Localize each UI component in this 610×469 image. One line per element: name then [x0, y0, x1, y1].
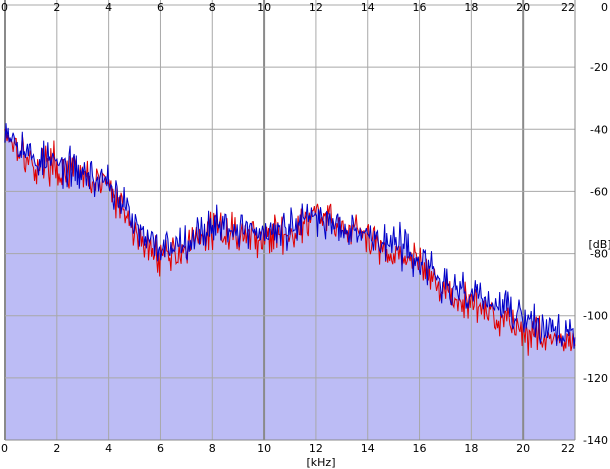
series-line-blue: [4, 123, 576, 349]
x-tick-label-bottom: 18: [464, 442, 478, 455]
y-tick-label: -100: [583, 310, 608, 323]
x-tick-label-top: 4: [105, 1, 112, 14]
series-lines: [4, 123, 576, 356]
x-tick-label-bottom: 6: [157, 442, 164, 455]
x-tick-label-top: 0: [1, 1, 8, 14]
y-axis-label: [dB]: [588, 238, 610, 251]
x-tick-label-top: 12: [309, 1, 323, 14]
y-tick-label: -20: [590, 61, 608, 74]
spectrum-fill: [5, 123, 575, 440]
x-tick-label-bottom: 16: [413, 442, 427, 455]
y-tick-label: -40: [590, 123, 608, 136]
x-tick-label-bottom: 20: [516, 442, 530, 455]
y-tick-label: -60: [590, 185, 608, 198]
x-tick-label-bottom: 2: [53, 442, 60, 455]
y-tick-label: -120: [583, 372, 608, 385]
x-tick-label-bottom: 10: [257, 442, 271, 455]
x-tick-label-top: 10: [257, 1, 271, 14]
x-tick-label-bottom: 4: [105, 442, 112, 455]
y-tick-label: -140: [583, 434, 608, 447]
spectrum-area: [5, 123, 575, 440]
x-tick-label-bottom: 22: [561, 442, 575, 455]
series-line-red: [4, 128, 576, 356]
x-tick-label-bottom: 12: [309, 442, 323, 455]
x-tick-label-bottom: 0: [1, 442, 8, 455]
y-tick-label: 0: [601, 1, 608, 14]
x-tick-label-top: 20: [516, 1, 530, 14]
x-tick-label-top: 2: [53, 1, 60, 14]
x-tick-label-top: 8: [209, 1, 216, 14]
y-tick-labels: 0 -20 -40 -60 -80 -100 -120 -140: [583, 1, 608, 447]
x-tick-label-top: 18: [464, 1, 478, 14]
x-tick-label-top: 16: [413, 1, 427, 14]
gridlines: [4, 0, 576, 441]
x-tick-label-bottom: 8: [209, 442, 216, 455]
x-tick-label-bottom: 14: [361, 442, 375, 455]
x-tick-label-top: 6: [157, 1, 164, 14]
x-axis-label: [kHz]: [307, 456, 336, 469]
y-tick-label: -80: [590, 248, 608, 261]
x-tick-label-top: 14: [361, 1, 375, 14]
x-tick-label-top: 22: [561, 1, 575, 14]
